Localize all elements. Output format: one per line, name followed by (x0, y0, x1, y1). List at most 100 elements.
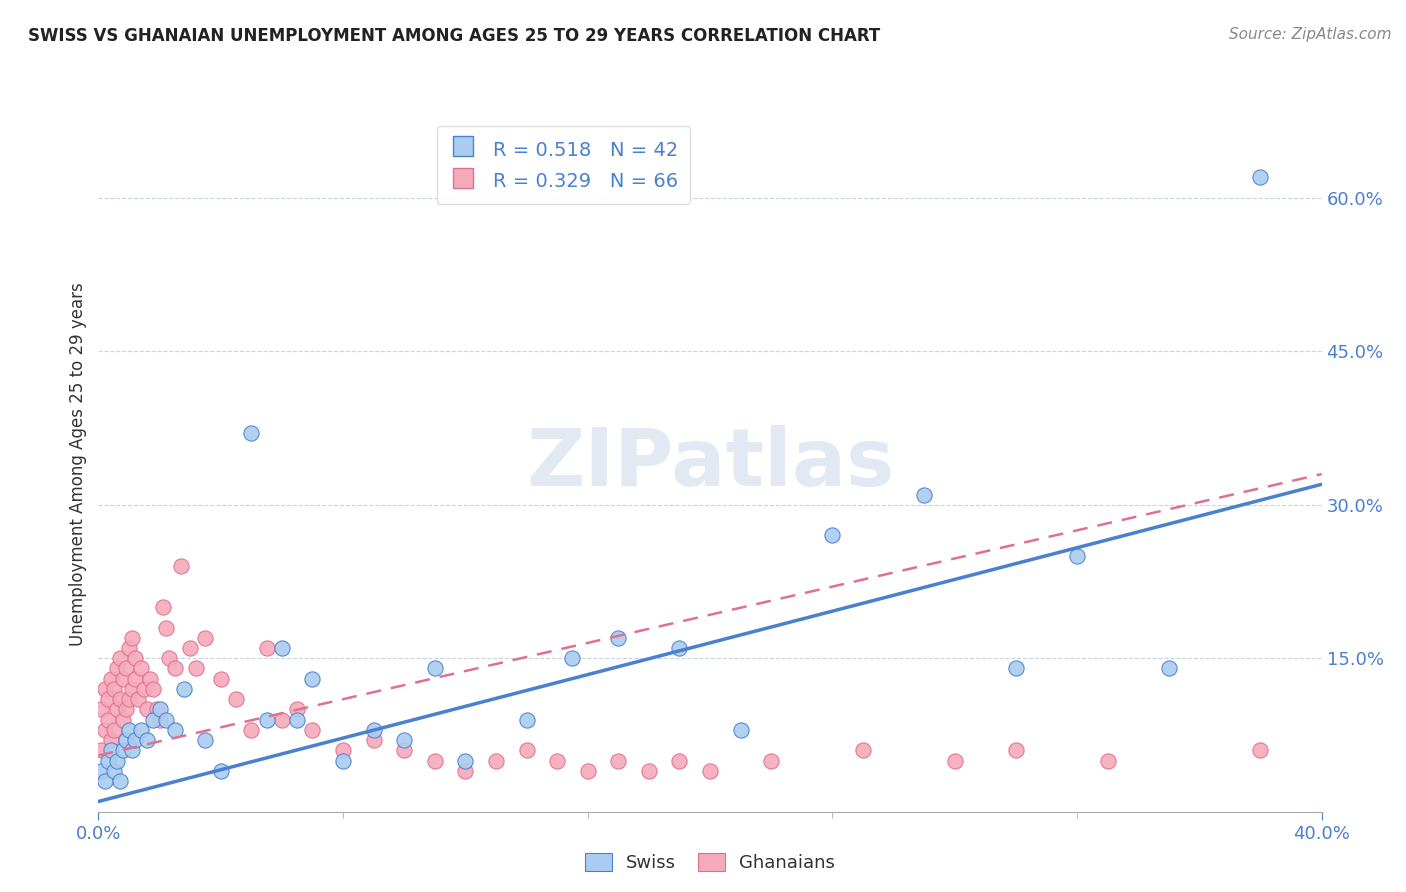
Point (285, 702, 308, 716)
Point (194, 733, 217, 747)
Point (149, 713, 172, 727)
Point (301, 672, 323, 686)
Point (170, 559, 193, 574)
Point (105, 661, 128, 675)
Point (270, 640, 292, 655)
Point (332, 754, 354, 768)
Point (256, 640, 278, 655)
Point (561, 651, 583, 665)
Point (97, 754, 120, 768)
Point (127, 692, 149, 706)
Point (111, 743, 134, 757)
Point (270, 713, 292, 727)
Point (93, 681, 115, 696)
Point (105, 754, 128, 768)
Point (363, 733, 385, 747)
Point (97, 692, 120, 706)
Point (115, 661, 138, 675)
Point (108, 774, 131, 789)
Point (179, 640, 201, 655)
Point (103, 681, 125, 696)
Point (142, 713, 165, 727)
Legend: Swiss, Ghanaians: Swiss, Ghanaians (578, 846, 842, 880)
Point (363, 723, 385, 737)
Point (454, 764, 477, 778)
Point (209, 672, 232, 686)
Text: SWISS VS GHANAIAN UNEMPLOYMENT AMONG AGES 25 TO 29 YEARS CORRELATION CHART: SWISS VS GHANAIAN UNEMPLOYMENT AMONG AGE… (28, 27, 880, 45)
Point (668, 640, 690, 655)
Point (121, 743, 143, 757)
Point (152, 600, 174, 615)
Point (129, 661, 152, 675)
Point (139, 672, 162, 686)
Point (111, 713, 134, 727)
Point (332, 743, 354, 757)
Point (392, 733, 416, 747)
Point (209, 764, 232, 778)
Point (912, 487, 935, 501)
Point (1249, 743, 1271, 757)
Point (485, 754, 508, 768)
Point (576, 764, 599, 778)
Point (157, 651, 180, 665)
Point (93, 723, 115, 737)
Point (97, 713, 120, 727)
Point (105, 702, 128, 716)
Text: Source: ZipAtlas.com: Source: ZipAtlas.com (1229, 27, 1392, 42)
Point (454, 754, 477, 768)
Point (225, 692, 247, 706)
Point (1157, 661, 1180, 675)
Point (256, 713, 278, 727)
Point (240, 426, 263, 441)
Point (118, 640, 141, 655)
Point (129, 723, 152, 737)
Point (943, 754, 966, 768)
Point (121, 681, 143, 696)
Point (516, 713, 538, 727)
Point (90, 702, 112, 716)
Text: ZIPatlas: ZIPatlas (526, 425, 894, 503)
Point (423, 754, 446, 768)
Point (668, 754, 690, 768)
Point (699, 764, 721, 778)
Point (730, 723, 752, 737)
Point (546, 754, 568, 768)
Point (194, 631, 217, 645)
Point (124, 672, 146, 686)
Point (516, 743, 538, 757)
Point (90, 743, 112, 757)
Point (607, 754, 630, 768)
Point (142, 681, 165, 696)
Point (607, 631, 630, 645)
Point (1249, 170, 1271, 185)
Point (118, 723, 141, 737)
Point (285, 713, 308, 727)
Point (637, 764, 661, 778)
Point (108, 692, 131, 706)
Point (852, 743, 875, 757)
Point (1004, 743, 1026, 757)
Point (103, 764, 125, 778)
Point (163, 723, 186, 737)
Point (115, 733, 138, 747)
Point (121, 631, 143, 645)
Y-axis label: Unemployment Among Ages 25 to 29 years: Unemployment Among Ages 25 to 29 years (69, 282, 87, 646)
Point (124, 733, 146, 747)
Point (100, 733, 122, 747)
Point (111, 672, 134, 686)
Point (134, 681, 156, 696)
Point (115, 702, 138, 716)
Point (149, 702, 172, 716)
Point (103, 723, 125, 737)
Point (186, 661, 208, 675)
Point (124, 651, 146, 665)
Point (108, 651, 131, 665)
Point (821, 528, 844, 542)
Point (145, 702, 167, 716)
Point (90, 764, 112, 778)
Point (155, 621, 177, 635)
Point (1004, 661, 1026, 675)
Point (392, 743, 416, 757)
Point (155, 713, 177, 727)
Point (100, 743, 122, 757)
